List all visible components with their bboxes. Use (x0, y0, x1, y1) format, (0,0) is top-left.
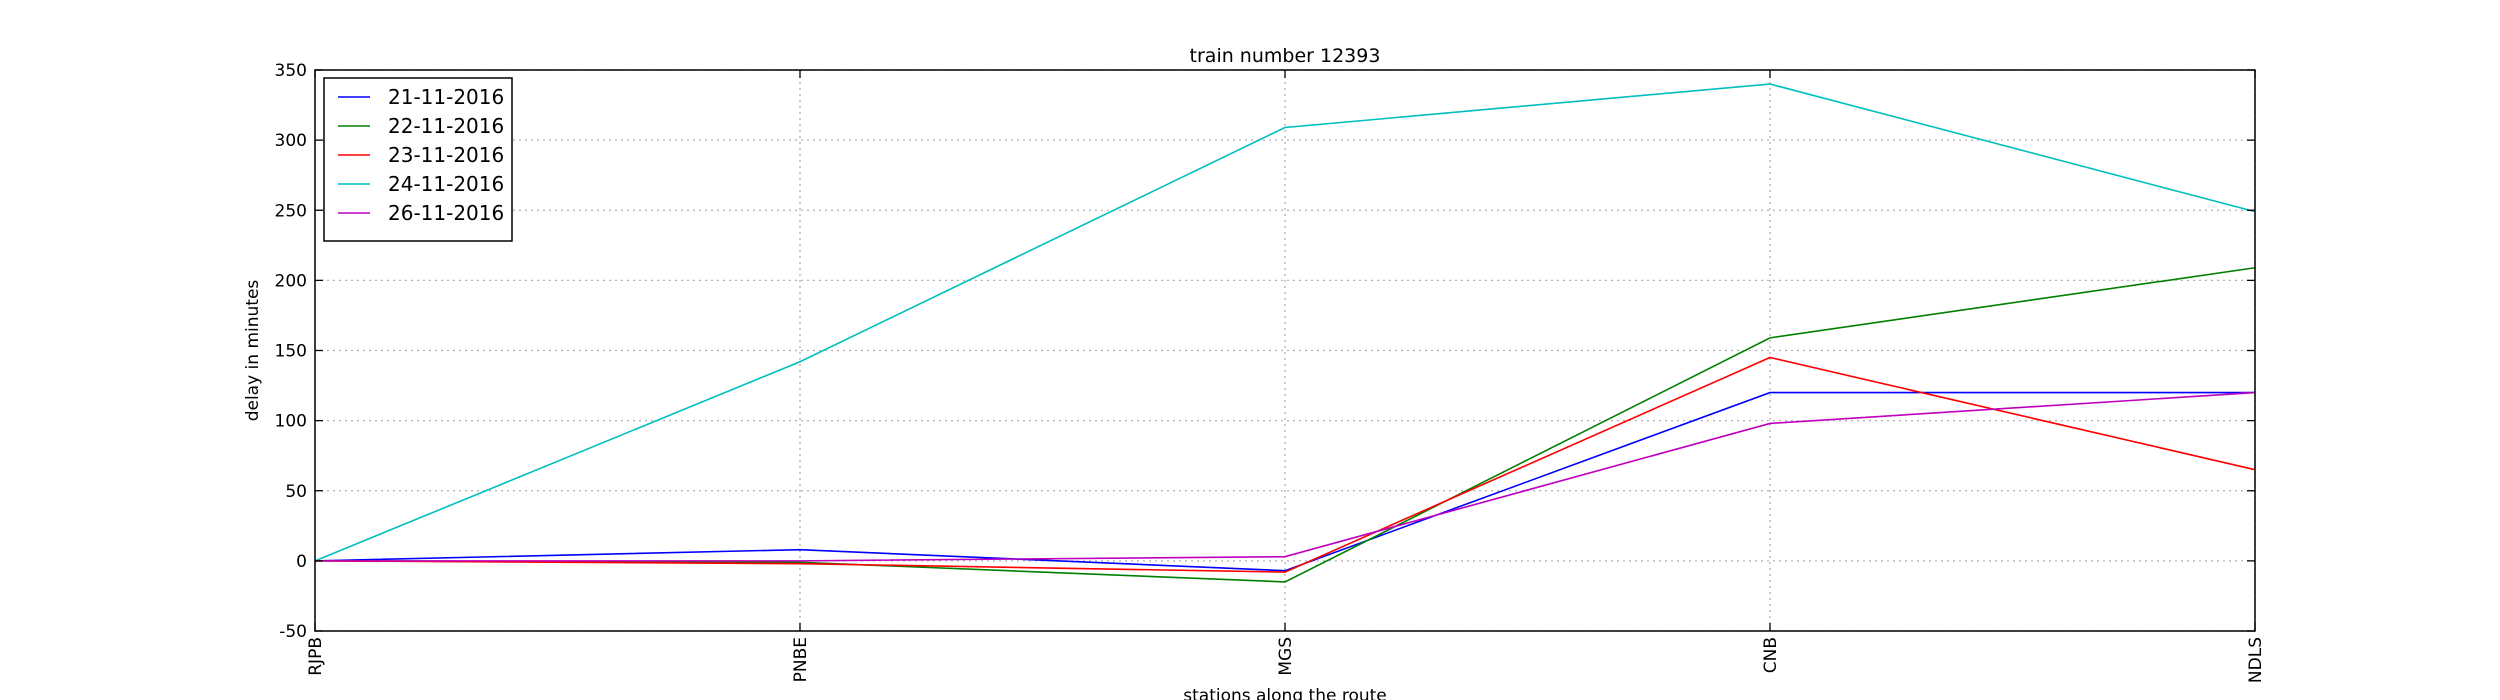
x-tick-label: PNBE (791, 637, 811, 682)
y-tick-label: 350 (275, 61, 307, 81)
series-line (314, 356, 2256, 573)
x-tick-label: MGS (1276, 637, 1296, 676)
legend-entry: 22-11-2016 (388, 114, 504, 138)
y-tick-label: 200 (275, 271, 307, 291)
grid (314, 69, 2256, 632)
x-axis-label: stations along the route (1183, 686, 1387, 700)
x-tick-label: CNB (1761, 637, 1781, 673)
y-tick-label: -50 (279, 622, 307, 642)
y-tick-label: 150 (275, 342, 307, 362)
y-axis-ticks: -50 0 50 100 150 200 250 300 350 (275, 61, 2255, 642)
series-line (314, 266, 2256, 583)
series-line (314, 391, 2255, 572)
x-axis-ticks: RJPB PNBE MGS CNB NDLS (306, 70, 2266, 683)
y-axis-label: delay in minutes (243, 280, 263, 422)
x-tick-label: NDLS (2246, 637, 2266, 683)
legend-entry: 23-11-2016 (388, 143, 504, 167)
series-lines (314, 83, 2256, 583)
legend-box (323, 77, 513, 242)
legend-entry: 21-11-2016 (388, 85, 504, 109)
chart-title: train number 12393 (1190, 45, 1381, 67)
series-line (314, 83, 2256, 562)
y-tick-label: 50 (285, 482, 307, 502)
series-line (315, 391, 2256, 562)
legend-entry: 24-11-2016 (388, 172, 504, 196)
legend-entry: 26-11-2016 (388, 201, 504, 225)
y-tick-label: 300 (275, 131, 307, 151)
y-tick-label: 0 (296, 552, 307, 572)
x-tick-label: RJPB (306, 637, 326, 676)
legend: 21-11-2016 22-11-2016 23-11-2016 24-11-2016… (323, 77, 513, 242)
y-tick-label: 250 (275, 201, 307, 221)
y-tick-label: 100 (275, 412, 307, 432)
